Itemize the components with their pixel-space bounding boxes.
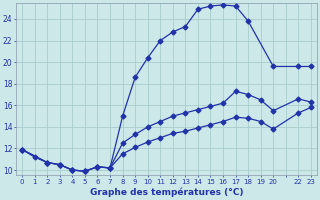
X-axis label: Graphe des températures (°C): Graphe des températures (°C) xyxy=(90,188,243,197)
